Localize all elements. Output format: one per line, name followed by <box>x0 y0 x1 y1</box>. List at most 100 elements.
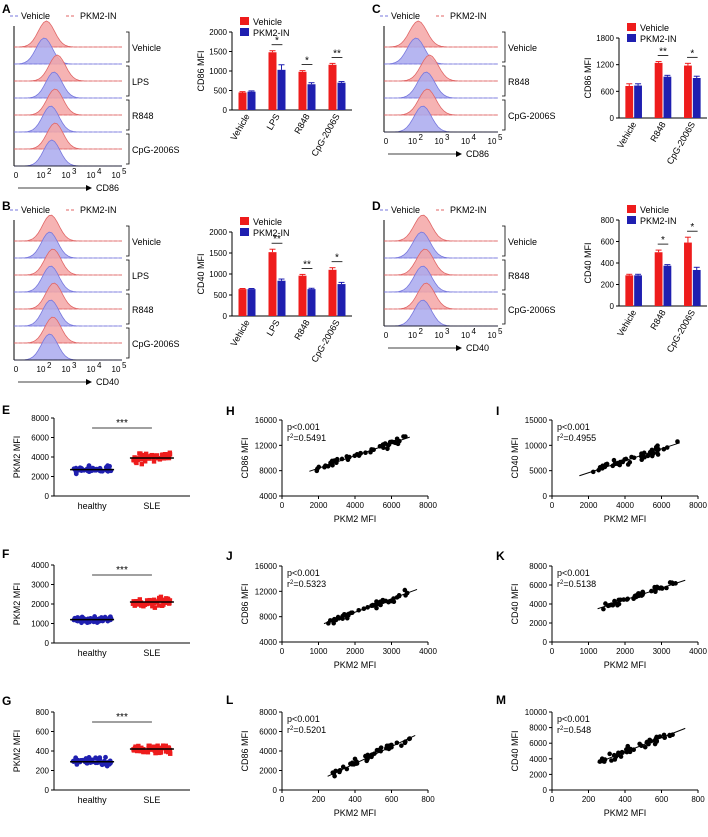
group-scatter-E: E 0 2000 4000 6000 8000 PKM2 MFI healthy SLE *** <box>2 403 190 511</box>
row-label-lps: LPS <box>132 271 149 281</box>
data-point-healthy <box>73 471 79 477</box>
significance-mark: * <box>661 235 665 246</box>
y-tick-label: 1800 <box>596 34 614 43</box>
x-tick-label-vehicle: Vehicle <box>615 120 638 150</box>
data-point-sle <box>143 451 149 457</box>
y-tick-label: 2000 <box>259 767 277 776</box>
x-tick-label-vehicle: Vehicle <box>229 318 252 348</box>
data-point <box>664 445 670 450</box>
data-point <box>352 453 358 459</box>
y-tick-label: 10000 <box>525 708 548 717</box>
data-point <box>337 768 342 774</box>
x-tick-label: 6000 <box>383 501 401 510</box>
x-axis-label: PKM2 MFI <box>334 660 377 670</box>
x-tick-label: 10 <box>435 331 444 340</box>
x-tick-label-cpg-2006s: CpG-2006S <box>665 120 697 166</box>
data-point-sle <box>160 743 166 748</box>
row-label-vehicle: Vehicle <box>132 237 161 247</box>
row-label-vehicle: Vehicle <box>508 237 537 247</box>
x-tick-exponent: 3 <box>72 361 77 370</box>
data-point-sle <box>132 456 137 462</box>
x-tick-exponent: 4 <box>97 167 102 176</box>
data-point-healthy <box>102 614 108 620</box>
y-tick-label: 600 <box>601 87 615 96</box>
y-tick-label: 0 <box>543 492 548 501</box>
hist-arrow-head <box>456 151 462 157</box>
x-tick-label: 2000 <box>616 647 634 656</box>
bar-vehicle-vehicle <box>238 289 247 316</box>
bar-r848-pkm2in <box>663 76 672 118</box>
x-tick-exponent: 3 <box>445 133 450 142</box>
r-squared-text: r2=0.5138 <box>557 579 596 589</box>
r-symbol: r <box>557 725 560 735</box>
y-tick-label: 10000 <box>525 441 548 450</box>
data-point <box>361 606 367 612</box>
y-tick-label: 6000 <box>259 728 277 737</box>
data-point <box>648 738 654 744</box>
hist-trace-red <box>384 282 498 310</box>
bar-cpg-2006s-pkm2in <box>692 269 701 306</box>
bar-cpg-2006s-pkm2in <box>337 284 346 316</box>
r-superscript: 2 <box>560 580 564 586</box>
legend-swatch-vehicle <box>627 23 636 31</box>
bar-cpg-2006s-vehicle <box>328 64 337 110</box>
x-tick-label-cpg-2006s: CpG-2006S <box>309 112 341 158</box>
y-tick-label: 6000 <box>529 581 547 590</box>
legend-pkm2in: PKM2-IN <box>80 11 117 21</box>
data-point-sle <box>138 746 143 751</box>
legend-swatch-pkm2in <box>627 34 636 42</box>
data-point <box>327 618 333 623</box>
data-point <box>619 749 625 755</box>
y-axis-label: CD40 MFI <box>510 730 520 771</box>
legend-vehicle: Vehicle <box>21 205 50 215</box>
y-axis-label: PKM2 MFI <box>12 730 22 773</box>
data-point-sle <box>152 748 158 753</box>
x-tick-label: 10 <box>87 171 96 180</box>
data-point <box>339 456 345 462</box>
row-bracket <box>502 293 506 325</box>
y-tick-label: 800 <box>36 708 50 717</box>
legend-vehicle: Vehicle <box>391 11 420 21</box>
data-point <box>370 447 376 452</box>
legend-pkm2in: PKM2-IN <box>80 205 117 215</box>
panel-label-L: L <box>226 693 233 707</box>
row-label-r848: R848 <box>132 305 154 315</box>
data-point <box>345 612 350 618</box>
data-point <box>391 596 396 601</box>
x-tick-label: 10 <box>461 331 470 340</box>
data-point <box>365 605 370 610</box>
data-point <box>625 596 630 602</box>
x-tick-label: 0 <box>550 501 555 510</box>
bar-vehicle-vehicle <box>238 92 247 110</box>
x-tick-exponent: 5 <box>122 167 127 176</box>
row-bracket <box>126 133 130 165</box>
row-bracket <box>126 65 130 97</box>
legend-swatch-vehicle <box>240 217 249 225</box>
panel-label-D: D <box>372 199 381 213</box>
r-symbol: r <box>557 433 560 443</box>
r-squared-value: =0.5491 <box>293 433 326 443</box>
bar-y-label: CD40 MFI <box>196 253 206 294</box>
bar-lps-pkm2in <box>277 69 286 110</box>
row-bracket <box>502 31 506 63</box>
r-squared-value: =0.4955 <box>563 433 596 443</box>
data-point-sle <box>147 597 152 603</box>
r-superscript: 2 <box>290 434 294 440</box>
data-point-sle <box>151 459 157 464</box>
data-point-sle <box>155 743 160 748</box>
data-point <box>323 463 328 468</box>
y-axis-label: CD40 MFI <box>510 583 520 624</box>
y-tick-label: 0 <box>543 786 548 795</box>
significance-mark: *** <box>116 418 128 429</box>
data-point-sle <box>163 743 169 749</box>
x-tick-label: 1000 <box>310 647 328 656</box>
y-tick-label: 1000 <box>31 620 49 629</box>
x-tick-label-cpg-2006s: CpG-2006S <box>309 318 341 364</box>
x-tick-label: 0 <box>280 647 285 656</box>
data-point-sle <box>142 749 148 755</box>
x-tick-label: 1000 <box>580 647 598 656</box>
data-point-sle <box>158 596 164 602</box>
y-tick-label: 400 <box>601 259 615 268</box>
hist-arrow-head <box>86 379 92 385</box>
data-point <box>649 588 654 594</box>
